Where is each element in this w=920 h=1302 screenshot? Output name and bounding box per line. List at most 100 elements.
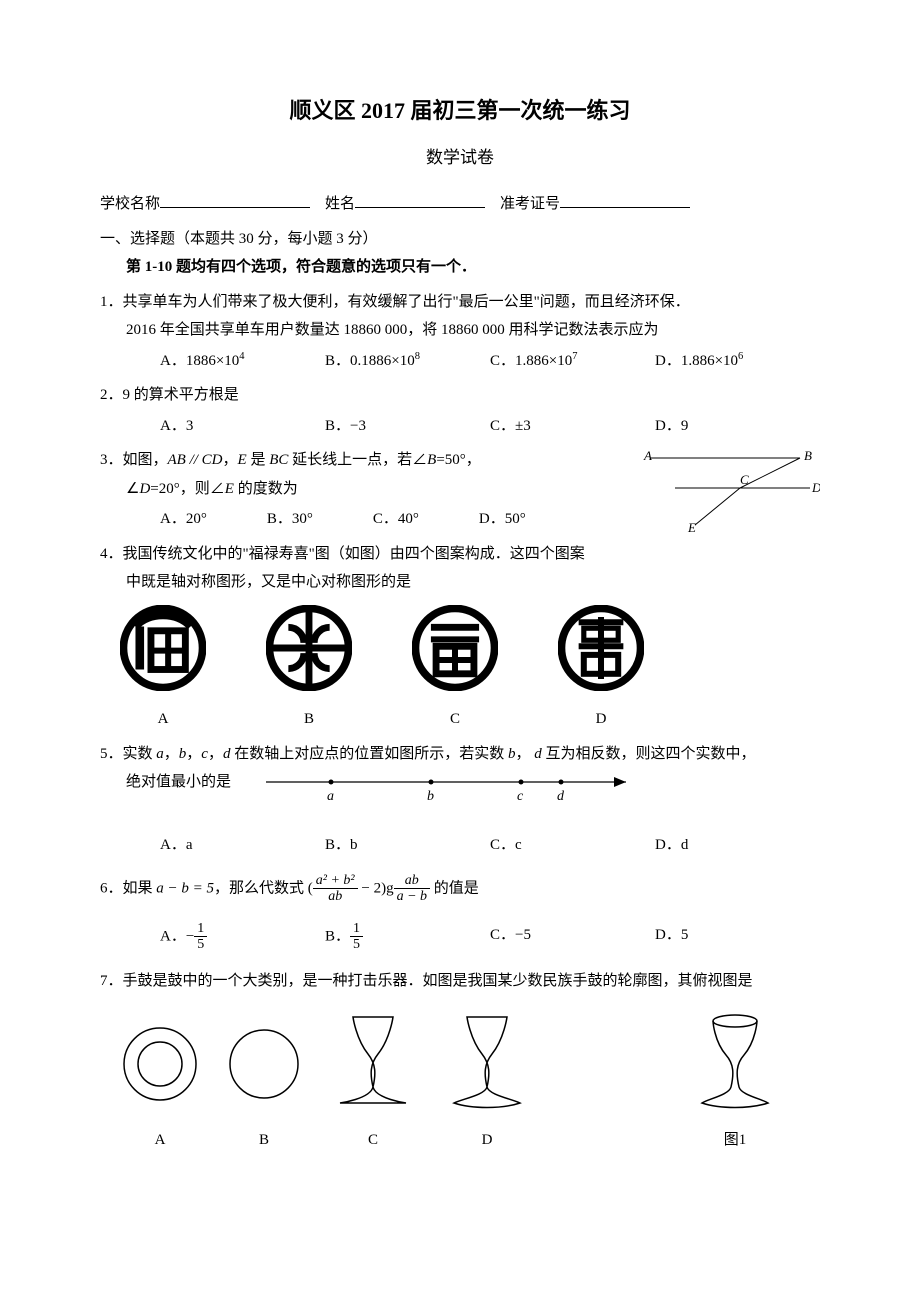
geom-label-b: B: [804, 448, 812, 463]
q3-l2b: D: [139, 481, 150, 497]
question-7: 7．手鼓是鼓中的一个大类别，是一种打击乐器．如图是我国某少数民族手鼓的轮廓图，其…: [100, 967, 820, 1155]
name-label: 姓名: [325, 196, 355, 212]
q7-figure-1: 图1: [690, 1009, 780, 1154]
q3-opt-b[interactable]: B．30°: [267, 505, 313, 534]
q1-opt-d[interactable]: D．1.886×106: [655, 347, 820, 376]
q5-opt-b[interactable]: B．b: [325, 831, 490, 860]
q6-options: A．−15 B．15 C．−5 D．5: [100, 921, 820, 953]
name-blank[interactable]: [355, 192, 485, 208]
q5-l1j: b: [508, 746, 516, 762]
q3-l1c: ，: [223, 452, 238, 468]
q6-sb: a − b = 5: [156, 880, 214, 896]
q5-l1m: 互为相反数，则这四个实数中，: [542, 746, 756, 762]
geom-label-a: A: [643, 448, 652, 463]
q5-l1g: ，: [208, 746, 223, 762]
fu-icon: [120, 605, 206, 691]
q6-opt-b[interactable]: B．15: [325, 921, 490, 953]
q3-l1f: BC: [269, 452, 288, 468]
q4-icon-c[interactable]: C: [412, 605, 498, 734]
q5-options: A．a B．b C．c D．d: [100, 831, 820, 860]
q7-shape-c[interactable]: C: [328, 1009, 418, 1154]
svg-text:d: d: [557, 789, 565, 804]
q5-l1e: ，: [186, 746, 201, 762]
q4-icon-a[interactable]: A: [120, 605, 206, 734]
page-subtitle: 数学试卷: [100, 142, 820, 174]
question-6: 6．如果 a − b = 5，那么代数式 (a² + b²ab − 2)gaba…: [100, 873, 820, 953]
q4-icon-b[interactable]: B: [266, 605, 352, 734]
q5-row2: 绝对值最小的是 a b c d: [100, 768, 820, 819]
q3-l2e: 的度数为: [234, 481, 298, 497]
q4-icons: A B C D: [100, 605, 820, 734]
q6-a-frac: 15: [194, 921, 207, 953]
q2-opt-c[interactable]: C．±3: [490, 412, 655, 441]
q7-shape-b[interactable]: B: [224, 1009, 304, 1154]
q4-line1: 4．我国传统文化中的"福禄寿喜"图（如图）由四个图案构成．这四个图案: [100, 540, 630, 569]
q5-opt-d[interactable]: D．d: [655, 831, 820, 860]
q3-opt-c[interactable]: C．40°: [373, 505, 419, 534]
q1-c-sup: 7: [572, 351, 577, 362]
double-circle-icon: [120, 1009, 200, 1109]
q5-b-txt: B．b: [325, 837, 358, 853]
q5-d-txt: D．d: [655, 837, 688, 853]
examno-blank[interactable]: [560, 192, 690, 208]
q4-label-c: C: [412, 705, 498, 734]
section-note: 第 1-10 题均有四个选项，符合题意的选项只有一个．: [100, 253, 820, 282]
page-title: 顺义区 2017 届初三第一次统一练习: [100, 90, 820, 132]
q6-b-pre: B．: [325, 928, 350, 944]
q7-label-d: D: [442, 1126, 532, 1155]
q5-line1: 5．实数 a，b，c，d 在数轴上对应点的位置如图所示，若实数 b， d 互为相…: [100, 740, 820, 769]
svg-text:c: c: [517, 789, 524, 804]
q3-q4-row: 3．如图，AB // CD，E 是 BC 延长线上一点，若∠B=50°， ∠D=…: [100, 440, 820, 597]
q5-a-txt: A．a: [160, 837, 193, 853]
q3-l1h: B: [427, 452, 436, 468]
q5-l1l: d: [534, 746, 542, 762]
q6-opt-a[interactable]: A．−15: [160, 921, 325, 953]
q2-opt-b[interactable]: B．−3: [325, 412, 490, 441]
examno-label: 准考证号: [500, 196, 560, 212]
q5-opt-a[interactable]: A．a: [160, 831, 325, 860]
q7-shape-d[interactable]: D: [442, 1009, 532, 1154]
q6-stem: 6．如果 a − b = 5，那么代数式 (a² + b²ab − 2)gaba…: [100, 873, 820, 905]
q6-f1d: ab: [313, 889, 358, 904]
q3-l2d: E: [225, 481, 234, 497]
vase-curved-icon: [442, 1009, 532, 1109]
q6-sc: ，那么代数式 (: [214, 880, 313, 896]
geom-label-e: E: [687, 520, 696, 535]
q3-l1g: 延长线上一点，若∠: [288, 452, 427, 468]
q1-opt-b[interactable]: B．0.1886×108: [325, 347, 490, 376]
q6-opt-d[interactable]: D．5: [655, 921, 820, 953]
q5-opt-c[interactable]: C．c: [490, 831, 655, 860]
q1-b-sup: 8: [415, 351, 420, 362]
q3-line1: 3．如图，AB // CD，E 是 BC 延长线上一点，若∠B=50°，: [100, 446, 630, 475]
q3-options: A．20° B．30° C．40° D．50°: [100, 505, 630, 534]
shou-icon: [412, 605, 498, 691]
q6-se: 的值是: [430, 880, 479, 896]
q4-label-d: D: [558, 705, 644, 734]
svg-text:b: b: [427, 789, 434, 804]
q2-opt-a[interactable]: A．3: [160, 412, 325, 441]
q6-a-pre: A．−: [160, 928, 194, 944]
q2-opt-d[interactable]: D．9: [655, 412, 820, 441]
q6-f1n: a² + b²: [313, 873, 358, 889]
q6-opt-c[interactable]: C．−5: [490, 921, 655, 953]
q7-shape-a[interactable]: A: [120, 1009, 200, 1154]
q1-opt-c[interactable]: C．1.886×107: [490, 347, 655, 376]
question-1: 1．共享单车为人们带来了极大便利，有效缓解了出行"最后一公里"问题，而且经济环保…: [100, 288, 820, 376]
q1-a-pre: A．1886×10: [160, 353, 239, 369]
q7-label-b: B: [224, 1126, 304, 1155]
geom-label-d: D: [811, 480, 820, 495]
question-2: 2．9 的算术平方根是 A．3 B．−3 C．±3 D．9: [100, 381, 820, 440]
q4-icon-d[interactable]: D: [558, 605, 644, 734]
q6-b-frac: 15: [350, 921, 363, 953]
q6-f2n: ab: [394, 873, 430, 889]
q6-a-n: 1: [194, 921, 207, 937]
q1-opt-a[interactable]: A．1886×104: [160, 347, 325, 376]
school-blank[interactable]: [160, 192, 310, 208]
q3-line2: ∠D=20°，则∠E 的度数为: [100, 475, 630, 504]
xi-icon: [558, 605, 644, 691]
q4-line2: 中既是轴对称图形，又是中心对称图形的是: [100, 568, 630, 597]
q3-l1b: AB // CD: [168, 452, 223, 468]
drum-figure-icon: [690, 1009, 780, 1109]
q3-opt-a[interactable]: A．20°: [160, 505, 207, 534]
q3-opt-d[interactable]: D．50°: [479, 505, 526, 534]
